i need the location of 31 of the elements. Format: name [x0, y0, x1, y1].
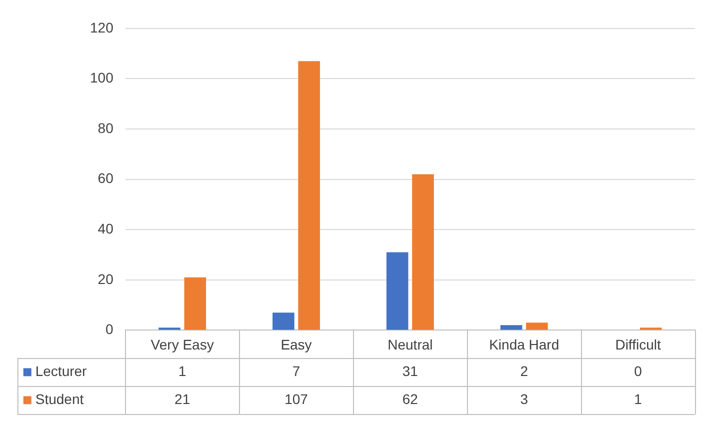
- data-label: 1: [634, 391, 642, 408]
- data-label: 1: [178, 363, 186, 380]
- data-label: 3: [520, 391, 528, 408]
- data-label: 21: [174, 391, 190, 408]
- data-label: 31: [402, 363, 418, 380]
- bar: [298, 61, 320, 330]
- y-tick-label: 100: [90, 70, 114, 86]
- x-tick-label: Difficult: [615, 336, 661, 352]
- data-label: 2: [520, 363, 528, 380]
- data-label: 107: [284, 391, 308, 408]
- data-label: 0: [634, 363, 642, 380]
- bar: [272, 312, 294, 330]
- y-tick-label: 0: [106, 321, 114, 338]
- x-tick-label: Kinda Hard: [489, 336, 560, 352]
- bar: [526, 322, 548, 330]
- data-label: 7: [292, 363, 300, 380]
- legend-label: Lecturer: [35, 363, 88, 380]
- y-tick-label: 60: [98, 170, 114, 186]
- bar: [412, 174, 434, 330]
- x-tick-label: Neutral: [388, 336, 433, 352]
- bar: [386, 252, 408, 330]
- x-tick-label: Very Easy: [150, 336, 214, 352]
- bar: [184, 277, 206, 330]
- bar: [500, 325, 522, 330]
- x-tick-label: Easy: [280, 336, 312, 352]
- y-tick-label: 80: [98, 120, 114, 136]
- legend-label: Student: [35, 391, 84, 408]
- y-tick-label: 120: [90, 19, 114, 36]
- y-tick-label: 20: [98, 270, 114, 287]
- data-label: 62: [402, 391, 418, 408]
- y-tick-label: 40: [98, 220, 114, 236]
